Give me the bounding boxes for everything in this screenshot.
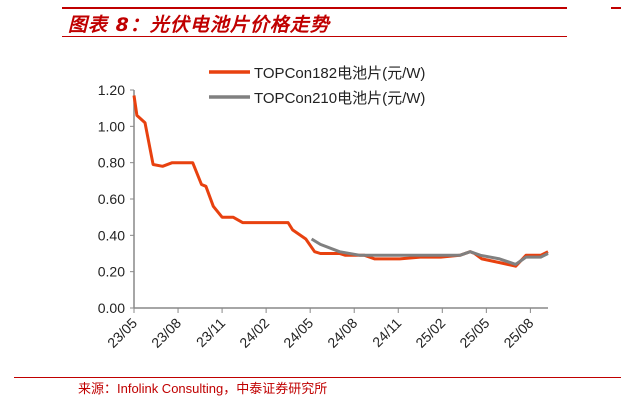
figure-title: 图表 8：光伏电池片价格走势 xyxy=(68,14,330,36)
source-note: 来源：Infolink Consulting，中泰证券研究所 xyxy=(78,381,328,396)
x-tick-label: 23/11 xyxy=(193,315,229,351)
y-tick-label: 0.40 xyxy=(98,227,125,243)
x-tick-label: 25/02 xyxy=(412,315,448,351)
y-tick-label: 0.00 xyxy=(98,300,125,316)
x-tick-label: 25/05 xyxy=(456,315,492,351)
y-tick-label: 0.60 xyxy=(98,191,125,207)
legend-label: TOPCon210电池片(元/W) xyxy=(254,90,425,107)
y-tick-label: 0.20 xyxy=(98,264,125,280)
legend-label: TOPCon182电池片(元/W) xyxy=(254,65,425,82)
x-tick-label: 23/08 xyxy=(148,315,184,351)
top-rule xyxy=(62,7,567,9)
x-tick-label: 25/08 xyxy=(500,315,536,351)
title-rule xyxy=(62,36,567,37)
x-tick-label: 24/02 xyxy=(236,315,272,351)
y-tick-label: 1.00 xyxy=(98,118,125,134)
y-tick-label: 1.20 xyxy=(98,82,125,98)
x-tick-label: 24/05 xyxy=(280,315,316,351)
series-line-topcon210 xyxy=(310,237,549,266)
x-tick-label: 23/05 xyxy=(104,315,140,351)
x-tick-label: 24/08 xyxy=(324,315,360,351)
x-tick-label: 24/11 xyxy=(369,315,405,351)
y-tick-label: 0.80 xyxy=(98,155,125,171)
right-rule xyxy=(611,7,621,9)
series-line-topcon182 xyxy=(132,95,549,268)
source-rule xyxy=(14,377,621,378)
